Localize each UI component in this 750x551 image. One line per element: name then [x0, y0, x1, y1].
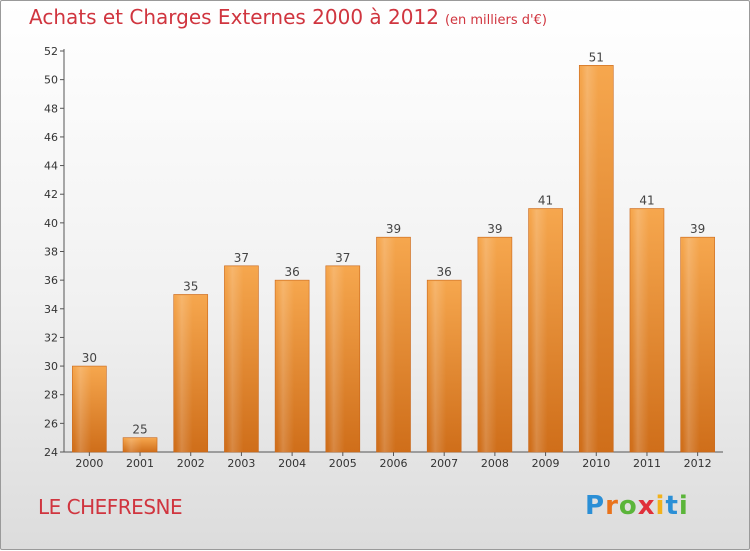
x-tick-label: 2005 — [329, 457, 357, 470]
data-label: 36 — [437, 265, 452, 279]
y-tick-label: 26 — [44, 417, 58, 430]
bar-shine — [581, 66, 599, 453]
data-label: 35 — [183, 279, 198, 293]
y-tick-label: 30 — [44, 360, 58, 373]
data-label: 36 — [284, 265, 299, 279]
logo-letter: i — [655, 491, 666, 521]
data-label: 25 — [132, 423, 147, 437]
bar-shine — [125, 438, 143, 452]
logo-letter: r — [605, 491, 619, 521]
y-tick-label: 50 — [44, 74, 58, 87]
bar-shine — [378, 238, 396, 452]
bar-shine — [429, 281, 447, 452]
data-label: 39 — [487, 222, 502, 236]
x-tick-label: 2000 — [75, 457, 103, 470]
y-tick-label: 42 — [44, 188, 58, 201]
x-tick-label: 2007 — [430, 457, 458, 470]
y-tick-label: 24 — [44, 446, 58, 459]
bar-shine — [479, 238, 497, 452]
x-tick-label: 2006 — [380, 457, 408, 470]
x-tick-label: 2011 — [633, 457, 661, 470]
x-tick-label: 2012 — [684, 457, 712, 470]
y-tick-label: 28 — [44, 389, 58, 402]
data-label: 41 — [538, 194, 553, 208]
y-tick-label: 38 — [44, 246, 58, 259]
data-label: 37 — [335, 251, 350, 265]
bar-shine — [226, 266, 244, 452]
bar-shine — [530, 209, 548, 452]
logo-letter: t — [665, 491, 679, 521]
x-tick-label: 2004 — [278, 457, 306, 470]
y-tick-label: 52 — [44, 45, 58, 58]
logo-letter: o — [618, 491, 638, 521]
data-label: 41 — [639, 194, 654, 208]
data-label: 39 — [386, 222, 401, 236]
y-tick-label: 36 — [44, 274, 58, 287]
x-tick-label: 2009 — [532, 457, 560, 470]
x-tick-label: 2008 — [481, 457, 509, 470]
x-tick-label: 2003 — [227, 457, 255, 470]
chart-title-text: Achats et Charges Externes 2000 à 2012 — [29, 5, 439, 29]
bar-shine — [277, 281, 295, 452]
chart-title: Achats et Charges Externes 2000 à 2012 (e… — [29, 5, 547, 29]
bar-shine — [74, 367, 92, 452]
x-tick-label: 2002 — [177, 457, 205, 470]
bar-shine — [631, 209, 649, 452]
x-tick-label: 2001 — [126, 457, 154, 470]
data-label: 37 — [234, 251, 249, 265]
x-tick-label: 2010 — [582, 457, 610, 470]
chart-unit: (en milliers d'€) — [444, 13, 547, 28]
bar-shine — [682, 238, 700, 452]
data-labels: 30 25 35 37 36 37 39 36 39 41 51 41 39 — [82, 50, 706, 436]
y-tick-label: 48 — [44, 102, 58, 115]
y-tick-label: 46 — [44, 131, 58, 144]
proxiti-logo: Proxiti — [585, 491, 689, 521]
y-tick-label: 32 — [44, 331, 58, 344]
bar-shine — [175, 295, 193, 452]
commune-name: LE CHEFRESNE — [38, 495, 183, 519]
data-label: 30 — [82, 351, 97, 365]
y-tick-label: 44 — [44, 160, 58, 173]
bar-shine — [327, 266, 345, 452]
bars — [72, 65, 715, 453]
logo-letter: P — [585, 491, 606, 521]
logo-letter: x — [637, 491, 656, 521]
logo-letter: i — [678, 491, 689, 521]
data-label: 51 — [589, 50, 604, 64]
y-tick-label: 40 — [44, 217, 58, 230]
data-label: 39 — [690, 222, 705, 236]
axes: 24 26 28 30 32 34 36 38 40 42 44 46 48 50 52 2000 2001 20… — [44, 45, 723, 470]
y-tick-label: 34 — [44, 303, 58, 316]
